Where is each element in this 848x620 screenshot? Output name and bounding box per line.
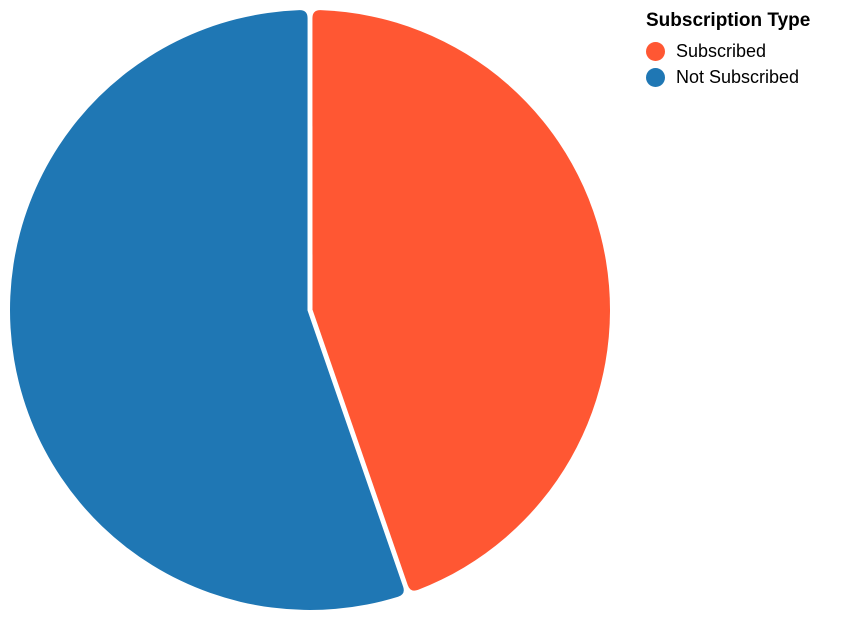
- legend-swatch-subscribed: [646, 41, 665, 61]
- pie-slice-not-subscribed: [9, 10, 404, 611]
- legend-swatch-not-subscribed: [646, 67, 665, 87]
- legend-title: Subscription Type: [646, 10, 811, 31]
- legend-label-subscribed: Subscribed: [676, 40, 767, 61]
- legend-item-not-subscribed: Not Subscribed: [646, 64, 810, 90]
- pie-slice-subscribed: [312, 10, 610, 591]
- legend: Subscription Type Subscribed Not Subscri…: [646, 10, 810, 90]
- legend-item-subscribed: Subscribed: [646, 38, 810, 64]
- legend-label-not-subscribed: Not Subscribed: [676, 66, 800, 87]
